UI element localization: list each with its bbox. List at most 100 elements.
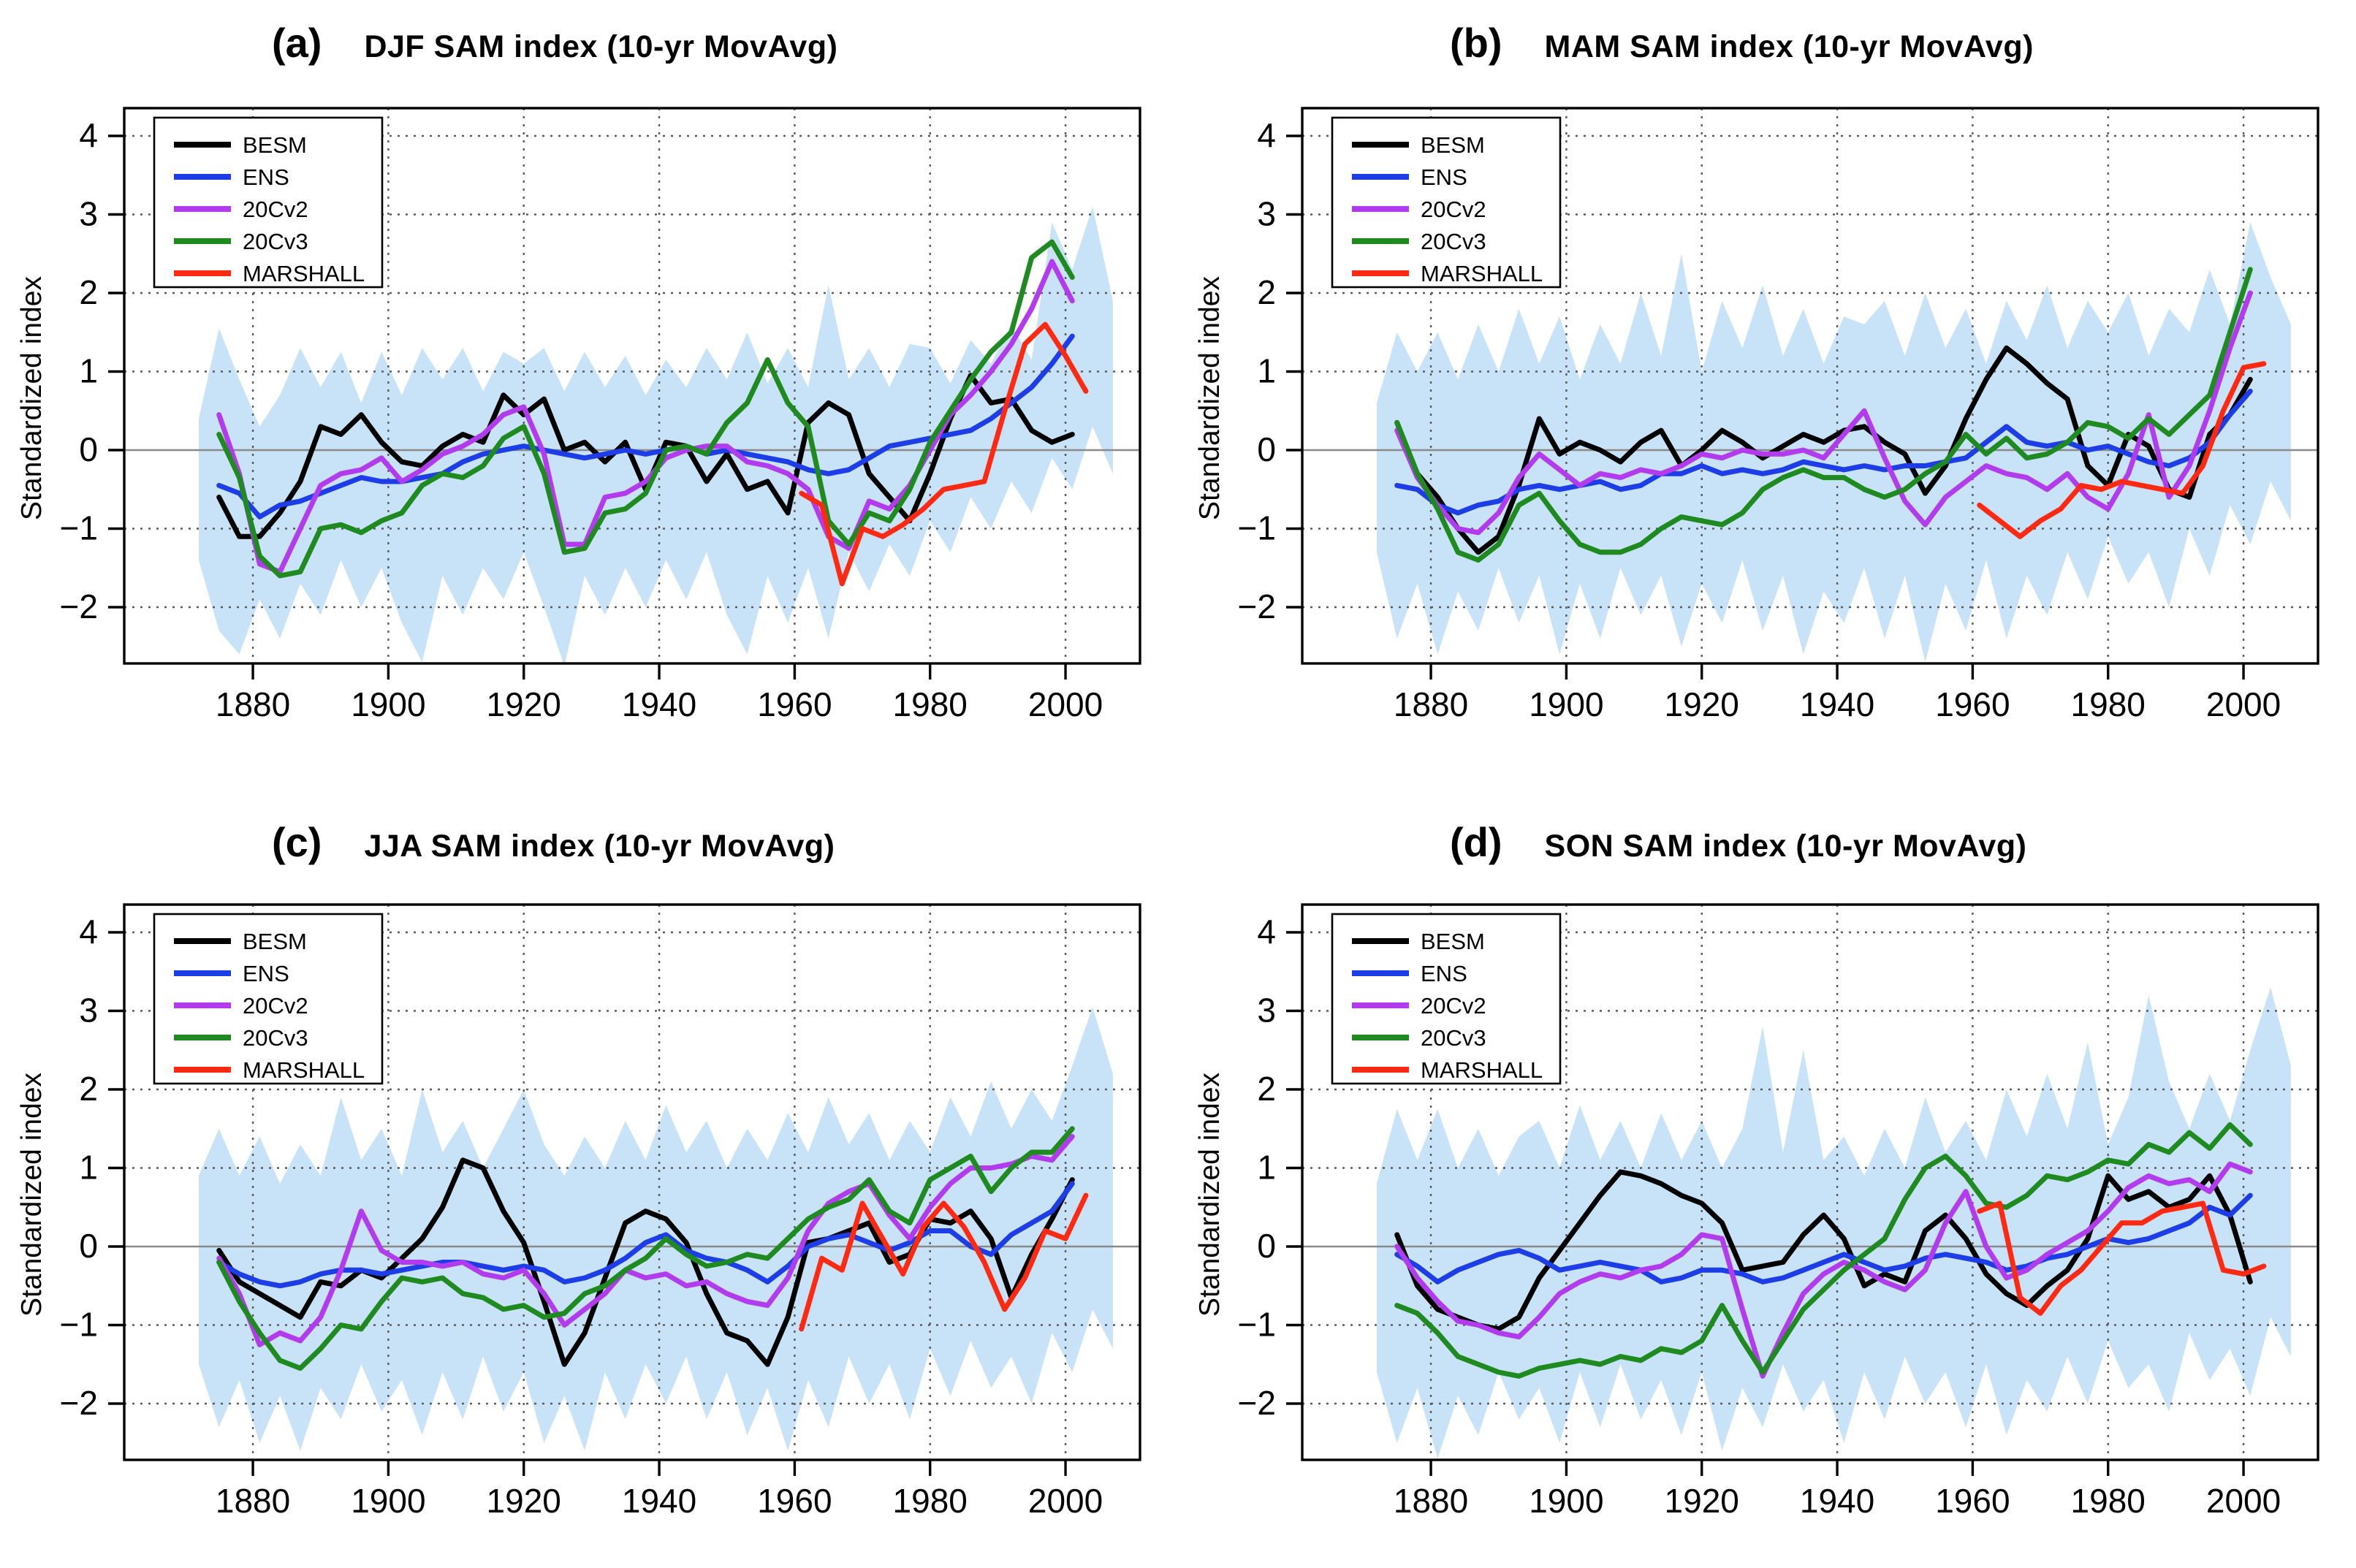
legend-label-20Cv2: 20Cv2: [1421, 993, 1486, 1019]
x-tick-label: 1900: [351, 1482, 425, 1520]
y-tick-label: 3: [1257, 992, 1276, 1030]
y-tick-label: −2: [1238, 1384, 1276, 1422]
legend-label-BESM: BESM: [1421, 929, 1485, 954]
panel-d-title: SON SAM index (10-yr MovAvg): [1544, 829, 2027, 864]
y-tick-label: −1: [1238, 509, 1276, 547]
x-tick-label: 1920: [1665, 685, 1739, 723]
panel-d-son: (d) SON SAM index (10-yr MovAvg) Standar…: [1178, 772, 2356, 1543]
chart-mam: −2 −1 0 1 2 3 4 1880 1900 1920 1940 1960 1980 2000 BES…: [1238, 107, 2319, 723]
plot-border: [1301, 903, 2319, 1461]
axes: −2 −1 0 1 2 3 4 1880 1900 1920 1940 1960 1980 2000: [60, 116, 1103, 723]
panel-a-title: DJF SAM index (10-yr MovAvg): [364, 29, 838, 64]
x-tick-label: 2000: [1028, 1482, 1103, 1520]
panel-b-header: (b) MAM SAM index (10-yr MovAvg): [1450, 19, 2034, 66]
x-tick-label: 2000: [2206, 685, 2281, 723]
legend-label-ENS: ENS: [1421, 164, 1467, 190]
y-tick-label: 1: [1257, 352, 1276, 390]
axes: −2 −1 0 1 2 3 4 1880 1900 1920 1940 1960 1980 2000: [1238, 913, 2281, 1520]
series-MARSHALL: [799, 1192, 1089, 1332]
x-tick-label: 1900: [351, 685, 425, 723]
y-tick-label: 3: [79, 992, 98, 1030]
y-tick-label: 4: [79, 913, 98, 951]
y-tick-label: 3: [79, 195, 98, 233]
x-tick-label: 1980: [2071, 685, 2146, 723]
legend-label-20Cv3: 20Cv3: [1421, 229, 1486, 254]
y-tick-label: 0: [79, 430, 98, 468]
panel-a-letter: (a): [272, 20, 322, 66]
y-tick-label: −1: [60, 1306, 98, 1344]
x-tick-label: 1980: [2071, 1482, 2146, 1520]
x-tick-label: 1880: [216, 685, 290, 723]
x-tick-label: 1960: [1935, 685, 2010, 723]
x-tick-label: 1880: [1394, 685, 1468, 723]
panel-b-title: MAM SAM index (10-yr MovAvg): [1544, 29, 2034, 64]
y-tick-label: 4: [1257, 913, 1276, 951]
panel-c-letter: (c): [272, 819, 322, 865]
y-tick-label: 2: [79, 1070, 98, 1108]
panel-d-header: (d) SON SAM index (10-yr MovAvg): [1450, 818, 2026, 866]
x-tick-label: 1880: [216, 1482, 290, 1520]
chart-jja: −2 −1 0 1 2 3 4 1880 1900 1920 1940 1960 1980 2000 BES…: [60, 903, 1141, 1520]
panel-b-mam: (b) MAM SAM index (10-yr MovAvg) Standar…: [1178, 0, 2356, 772]
x-tick-label: 1880: [1394, 1482, 1468, 1520]
panel-c-header: (c) JJA SAM index (10-yr MovAvg): [272, 818, 835, 866]
x-tick-label: 1960: [757, 1482, 832, 1520]
panel-a-header: (a) DJF SAM index (10-yr MovAvg): [272, 19, 837, 66]
legend: BESM ENS 20Cv2 20Cv3 MARSHALL: [153, 913, 384, 1085]
y-tick-label: −2: [60, 587, 98, 625]
y-tick-label: 2: [1257, 1070, 1276, 1108]
x-tick-label: 1980: [893, 685, 968, 723]
x-tick-label: 1920: [487, 685, 561, 723]
legend: BESM ENS 20Cv2 20Cv3 MARSHALL: [1331, 913, 1562, 1085]
axes: −2 −1 0 1 2 3 4 1880 1900 1920 1940 1960 1980 2000: [1238, 116, 2281, 723]
legend-label-BESM: BESM: [243, 132, 307, 158]
x-tick-label: 1920: [487, 1482, 561, 1520]
legend: BESM ENS 20Cv2 20Cv3 MARSHALL: [1331, 116, 1562, 289]
legend-label-20Cv3: 20Cv3: [1421, 1025, 1486, 1051]
x-tick-label: 1960: [757, 685, 832, 723]
series-MARSHALL: [799, 321, 1089, 587]
chart-djf: −2 −1 0 1 2 3 4 1880 1900 1920 1940 1960 1980 2000 BES…: [60, 107, 1141, 723]
x-tick-label: 1980: [893, 1482, 968, 1520]
y-tick-label: 2: [1257, 273, 1276, 311]
panel-c-jja: (c) JJA SAM index (10-yr MovAvg) Standar…: [0, 772, 1178, 1543]
x-tick-label: 1920: [1665, 1482, 1739, 1520]
y-tick-label: 0: [1257, 430, 1276, 468]
legend-label-20Cv2: 20Cv2: [243, 197, 308, 222]
panel-b-letter: (b): [1450, 20, 1502, 66]
axes: −2 −1 0 1 2 3 4 1880 1900 1920 1940 1960 1980 2000: [60, 913, 1103, 1520]
x-tick-label: 2000: [2206, 1482, 2281, 1520]
y-tick-label: −2: [1238, 587, 1276, 625]
legend-label-MARSHALL: MARSHALL: [1421, 261, 1543, 286]
legend-label-ENS: ENS: [1421, 961, 1467, 986]
series-BESM: [1394, 1169, 2253, 1332]
legend-label-MARSHALL: MARSHALL: [1421, 1057, 1543, 1083]
x-tick-label: 1960: [1935, 1482, 2010, 1520]
series-20Cv3: [1394, 267, 2253, 563]
series-MARSHALL: [1977, 1200, 2267, 1316]
legend-label-MARSHALL: MARSHALL: [243, 1057, 365, 1083]
x-tick-label: 1940: [1800, 1482, 1874, 1520]
y-tick-label: 4: [1257, 116, 1276, 154]
legend-label-20Cv2: 20Cv2: [1421, 197, 1486, 222]
y-tick-label: 2: [79, 273, 98, 311]
plot-border: [1301, 107, 2319, 665]
series-ENS: [1394, 388, 2253, 516]
y-tick-label: −2: [60, 1384, 98, 1422]
x-tick-label: 1900: [1529, 685, 1603, 723]
chart-son: −2 −1 0 1 2 3 4 1880 1900 1920 1940 1960 1980 2000 BES…: [1238, 903, 2319, 1520]
y-tick-label: 1: [79, 1149, 98, 1187]
legend-label-20Cv2: 20Cv2: [243, 993, 308, 1019]
y-tick-label: 0: [1257, 1227, 1276, 1265]
legend-label-BESM: BESM: [243, 929, 307, 954]
plot-border: [123, 903, 1141, 1461]
series-ENS: [216, 1181, 1075, 1289]
y-tick-label: 0: [79, 1227, 98, 1265]
legend-label-ENS: ENS: [243, 164, 289, 190]
plot-border: [123, 107, 1141, 665]
series-MARSHALL: [1977, 361, 2267, 539]
legend-label-20Cv3: 20Cv3: [243, 1025, 308, 1051]
series-20Cv3: [216, 1126, 1075, 1371]
legend-label-MARSHALL: MARSHALL: [243, 261, 365, 286]
series-20Cv3: [1394, 1122, 2253, 1379]
